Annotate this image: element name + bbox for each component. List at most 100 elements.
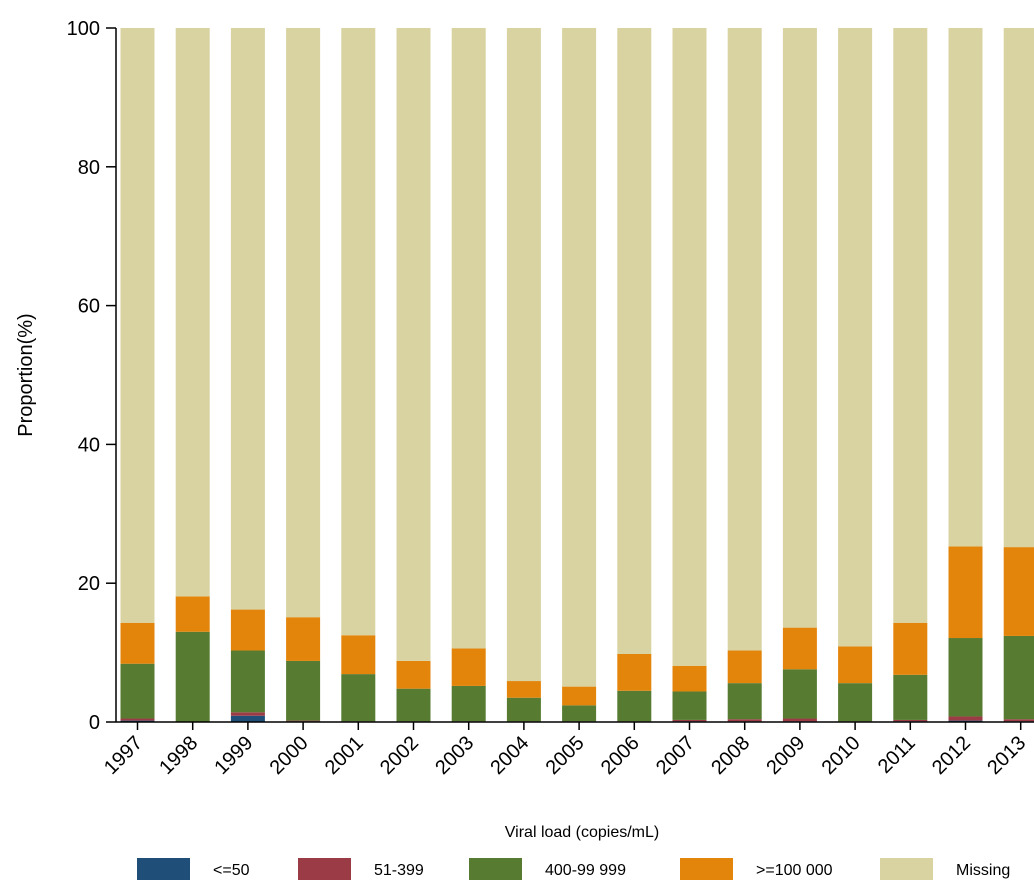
y-tick-label-20: 20: [78, 573, 100, 595]
x-tick-label-2013: 2013: [983, 732, 1030, 779]
x-tick-label-2009: 2009: [762, 732, 809, 779]
bar-2012-series-2: [948, 638, 983, 717]
bar-2009-series-4: [782, 28, 817, 628]
bar-1999-series-0: [230, 715, 265, 722]
legend-swatch-1: [298, 858, 351, 880]
legend-label-3: >=100 000: [756, 862, 833, 879]
bar-2007-series-1: [672, 719, 707, 722]
x-tick-label-2001: 2001: [321, 732, 368, 779]
legend-title: Viral load (copies/mL): [505, 824, 659, 841]
y-tick-label-80: 80: [78, 157, 100, 179]
bar-1999-series-2: [230, 650, 265, 713]
bar-2006-series-4: [617, 28, 652, 654]
x-tick-label-2006: 2006: [597, 732, 644, 779]
bar-2003-series-4: [451, 28, 486, 649]
bar-2011-series-1: [893, 719, 928, 722]
bar-1998-series-4: [175, 28, 210, 597]
bar-2004-series-2: [506, 697, 541, 722]
bar-2003-series-3: [451, 648, 486, 686]
legend-label-4: Missing: [956, 862, 1010, 879]
bar-2000-series-2: [286, 660, 321, 721]
bar-2006-series-3: [617, 653, 652, 691]
bar-2012-series-3: [948, 546, 983, 639]
x-tick-label-2003: 2003: [431, 732, 478, 779]
legend-swatch-2: [469, 858, 522, 880]
bar-stack-1997: [120, 28, 155, 722]
bar-1999-series-1: [230, 712, 265, 716]
y-axis: 0 20 40 60 80 100: [67, 18, 117, 734]
bar-2010-series-4: [838, 28, 873, 647]
bar-2012-series-1: [948, 716, 983, 721]
bar-1998-series-3: [175, 596, 210, 632]
bar-1997-series-2: [120, 663, 155, 719]
bar-2013-series-2: [1003, 635, 1034, 720]
bar-2000-series-1: [286, 720, 321, 722]
bar-stack-2005: [562, 28, 597, 722]
y-tick-label-60: 60: [78, 296, 100, 318]
bar-stack-2009: [782, 28, 817, 722]
bar-stack-1999: [230, 28, 265, 722]
bar-stack-2002: [396, 28, 431, 722]
bars-group: [120, 28, 1034, 722]
bar-2008-series-2: [727, 683, 762, 720]
bar-2008-series-1: [727, 719, 762, 722]
bar-2001-series-4: [341, 28, 376, 636]
legend-label-1: 51-399: [374, 862, 424, 879]
y-axis-title: Proportion(%): [15, 313, 37, 436]
bar-2005-series-2: [562, 705, 597, 722]
bar-2007-series-4: [672, 28, 707, 666]
bar-2013-series-4: [1003, 28, 1034, 548]
bar-2005-series-4: [562, 28, 597, 687]
bar-stack-1998: [175, 28, 210, 722]
x-tick-label-1999: 1999: [210, 732, 257, 779]
bar-2007-series-3: [672, 665, 707, 692]
bar-1999-series-3: [230, 609, 265, 651]
bar-2001-series-3: [341, 635, 376, 675]
y-tick-label-40: 40: [78, 434, 100, 456]
bar-2006-series-2: [617, 690, 652, 722]
bar-2002-series-4: [396, 28, 431, 661]
bar-1998-series-2: [175, 631, 210, 722]
y-tick-label-0: 0: [89, 712, 100, 734]
bar-2009-series-2: [782, 669, 817, 719]
bar-stack-2007: [672, 28, 707, 722]
bar-stack-2003: [451, 28, 486, 722]
bar-2002-series-2: [396, 688, 431, 722]
bar-2004-series-4: [506, 28, 541, 682]
bar-2013-series-3: [1003, 547, 1034, 636]
bar-2008-series-4: [727, 28, 762, 651]
bar-2011-series-2: [893, 674, 928, 720]
bar-2002-series-3: [396, 660, 431, 689]
x-tick-label-2011: 2011: [874, 732, 920, 778]
legend-items: <=50 51-399 400-99 999 >=100 000 Missing: [137, 858, 1010, 880]
legend-swatch-0: [137, 858, 190, 880]
x-tick-label-2002: 2002: [376, 732, 423, 779]
bar-2005-series-3: [562, 686, 597, 706]
bar-stack-2001: [341, 28, 376, 722]
x-tick-label-1997: 1997: [100, 732, 147, 779]
x-tick-label-2005: 2005: [542, 732, 589, 779]
bar-2009-series-1: [782, 718, 817, 722]
x-tick-label-2000: 2000: [266, 732, 313, 779]
bar-stack-2008: [727, 28, 762, 722]
bar-1997-series-1: [120, 718, 155, 721]
x-tick-label-2007: 2007: [652, 732, 699, 779]
bar-2003-series-2: [451, 685, 486, 722]
legend-label-2: 400-99 999: [545, 862, 626, 879]
bar-stack-2006: [617, 28, 652, 722]
bar-stack-2011: [893, 28, 928, 722]
bar-2004-series-3: [506, 681, 541, 698]
bar-2008-series-3: [727, 650, 762, 684]
bar-2007-series-2: [672, 691, 707, 720]
x-axis: 1997 1998 1999 2000 2001 2002 2003 2004 2005 2006…: [100, 721, 1034, 779]
bar-2000-series-3: [286, 617, 321, 661]
bar-1997-series-4: [120, 28, 155, 623]
bar-2000-series-4: [286, 28, 321, 618]
bar-2012-series-4: [948, 28, 983, 547]
bar-1999-series-4: [230, 28, 265, 610]
bar-2011-series-3: [893, 622, 928, 675]
x-tick-label-1998: 1998: [155, 732, 202, 779]
bar-stack-2013: [1003, 28, 1034, 722]
bar-2010-series-2: [838, 683, 873, 722]
